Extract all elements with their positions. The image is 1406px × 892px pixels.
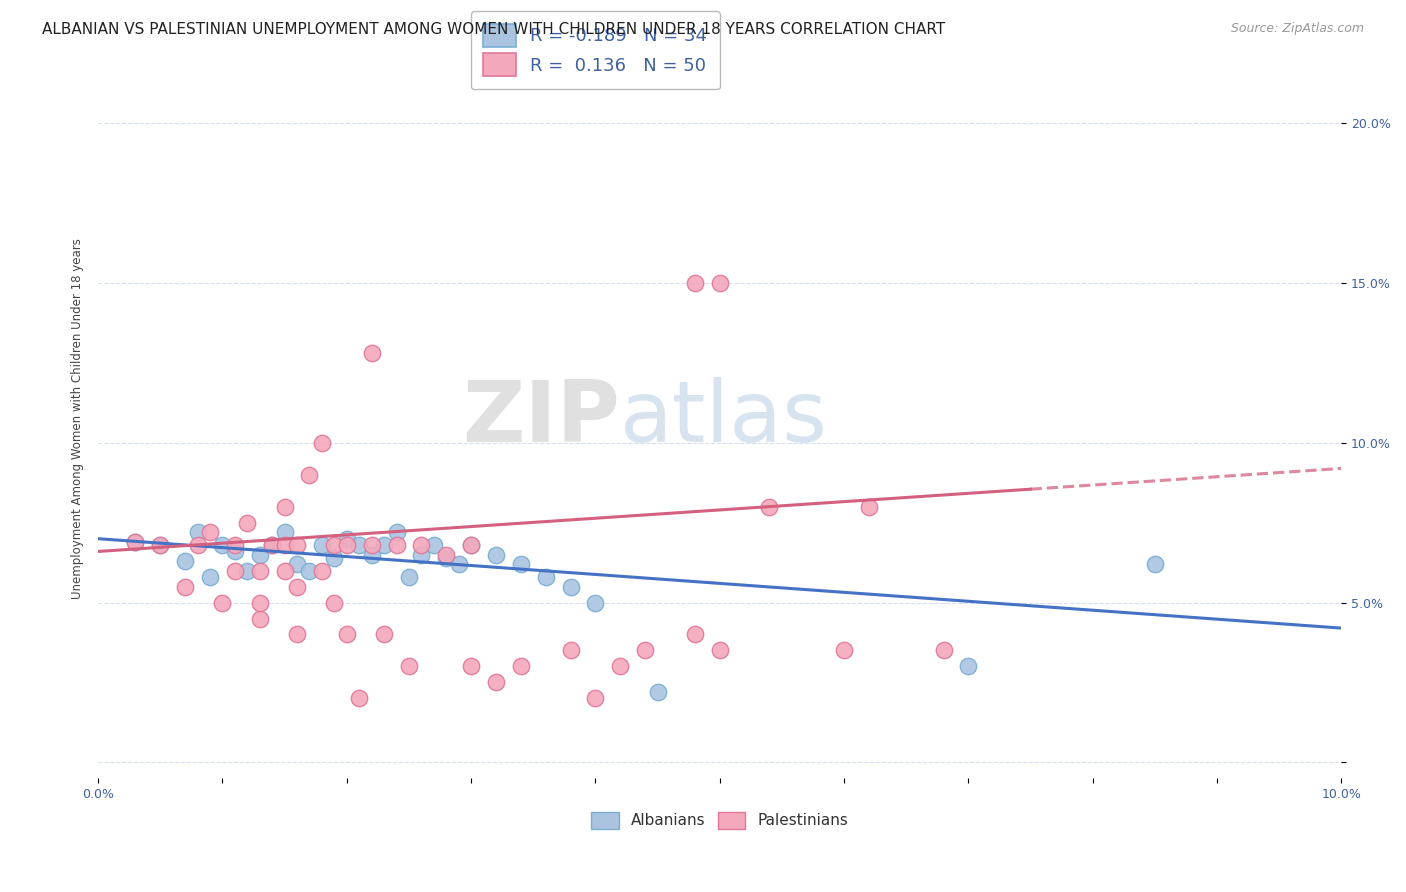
- Point: [298, 467, 321, 482]
- Point: [683, 276, 706, 290]
- Point: [149, 538, 172, 552]
- Point: [398, 570, 420, 584]
- Point: [323, 550, 346, 565]
- Point: [758, 500, 780, 514]
- Point: [249, 564, 271, 578]
- Point: [323, 538, 346, 552]
- Point: [198, 570, 221, 584]
- Point: [311, 564, 333, 578]
- Point: [211, 596, 233, 610]
- Text: ALBANIAN VS PALESTINIAN UNEMPLOYMENT AMONG WOMEN WITH CHILDREN UNDER 18 YEARS CO: ALBANIAN VS PALESTINIAN UNEMPLOYMENT AMO…: [42, 22, 945, 37]
- Point: [858, 500, 880, 514]
- Text: atlas: atlas: [620, 377, 828, 460]
- Point: [124, 534, 146, 549]
- Point: [411, 538, 433, 552]
- Point: [460, 538, 482, 552]
- Point: [273, 538, 295, 552]
- Point: [683, 627, 706, 641]
- Point: [423, 538, 446, 552]
- Point: [609, 659, 631, 673]
- Legend: Albanians, Palestinians: Albanians, Palestinians: [585, 805, 855, 835]
- Point: [285, 627, 308, 641]
- Point: [647, 685, 669, 699]
- Point: [336, 538, 359, 552]
- Point: [373, 538, 395, 552]
- Point: [174, 580, 197, 594]
- Point: [224, 564, 246, 578]
- Point: [249, 596, 271, 610]
- Point: [398, 659, 420, 673]
- Point: [224, 538, 246, 552]
- Point: [262, 538, 284, 552]
- Point: [347, 691, 370, 706]
- Point: [187, 538, 209, 552]
- Point: [211, 538, 233, 552]
- Point: [434, 550, 457, 565]
- Point: [124, 534, 146, 549]
- Point: [224, 544, 246, 558]
- Point: [262, 538, 284, 552]
- Point: [360, 548, 382, 562]
- Y-axis label: Unemployment Among Women with Children Under 18 years: Unemployment Among Women with Children U…: [72, 238, 84, 599]
- Point: [485, 675, 508, 690]
- Point: [249, 611, 271, 625]
- Point: [187, 525, 209, 540]
- Point: [560, 643, 582, 657]
- Point: [560, 580, 582, 594]
- Point: [373, 627, 395, 641]
- Point: [832, 643, 855, 657]
- Point: [336, 627, 359, 641]
- Point: [411, 548, 433, 562]
- Point: [360, 538, 382, 552]
- Point: [434, 548, 457, 562]
- Point: [311, 538, 333, 552]
- Point: [285, 558, 308, 572]
- Text: ZIP: ZIP: [463, 377, 620, 460]
- Point: [198, 525, 221, 540]
- Point: [583, 596, 606, 610]
- Point: [285, 538, 308, 552]
- Point: [336, 532, 359, 546]
- Point: [385, 525, 408, 540]
- Point: [509, 558, 531, 572]
- Point: [273, 564, 295, 578]
- Point: [709, 643, 731, 657]
- Point: [447, 558, 470, 572]
- Point: [509, 659, 531, 673]
- Point: [236, 564, 259, 578]
- Point: [298, 564, 321, 578]
- Point: [347, 538, 370, 552]
- Point: [460, 538, 482, 552]
- Point: [236, 516, 259, 530]
- Point: [385, 538, 408, 552]
- Point: [273, 500, 295, 514]
- Point: [583, 691, 606, 706]
- Point: [285, 580, 308, 594]
- Point: [957, 659, 980, 673]
- Point: [323, 596, 346, 610]
- Point: [249, 548, 271, 562]
- Point: [709, 276, 731, 290]
- Point: [174, 554, 197, 568]
- Point: [273, 525, 295, 540]
- Text: Source: ZipAtlas.com: Source: ZipAtlas.com: [1230, 22, 1364, 36]
- Point: [311, 435, 333, 450]
- Point: [932, 643, 955, 657]
- Point: [485, 548, 508, 562]
- Point: [460, 659, 482, 673]
- Point: [360, 346, 382, 360]
- Point: [634, 643, 657, 657]
- Point: [149, 538, 172, 552]
- Point: [534, 570, 557, 584]
- Point: [1143, 558, 1166, 572]
